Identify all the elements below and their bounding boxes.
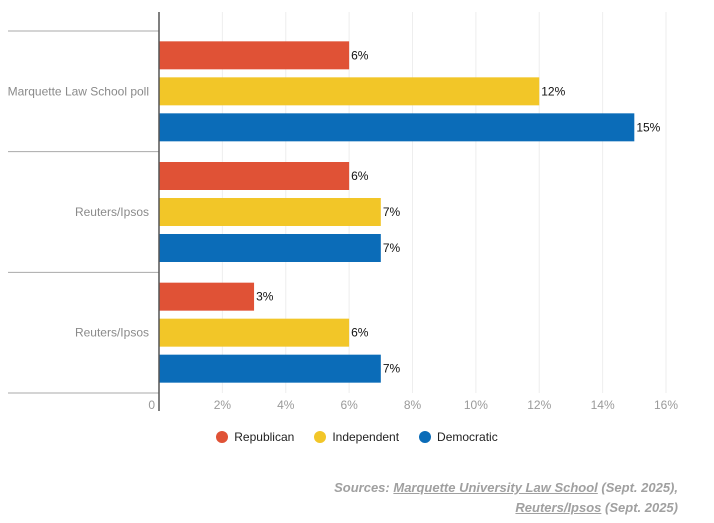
bar-republican (159, 41, 350, 70)
x-tick-label: 10% (464, 398, 488, 412)
x-tick-label: 0 (148, 398, 155, 412)
sources-text-1: (Sept. 2025), (597, 480, 678, 495)
x-tick-label: 8% (404, 398, 422, 412)
data-label: 15% (636, 120, 660, 134)
data-label: 12% (541, 84, 565, 98)
bar-republican (159, 282, 255, 311)
data-label: 6% (351, 326, 369, 340)
source-link-reuters-ipsos[interactable]: Reuters/Ipsos (515, 500, 602, 515)
x-tick-label: 16% (654, 398, 678, 412)
legend-item-republican[interactable]: Republican (216, 430, 294, 444)
data-label: 7% (383, 205, 401, 219)
bar-independent (159, 318, 350, 347)
legend-swatch-democratic (419, 431, 432, 443)
legend-swatch-independent (314, 431, 327, 443)
bar-republican (159, 162, 350, 190)
sources-text-2: (Sept. 2025) (601, 500, 678, 515)
legend-swatch-republican (216, 431, 229, 443)
data-label: 6% (351, 169, 369, 183)
bar-independent (159, 198, 381, 226)
data-label: 7% (383, 362, 401, 376)
legend-item-independent[interactable]: Independent (314, 430, 399, 444)
x-tick-label: 4% (277, 398, 295, 412)
bar-independent (159, 77, 540, 106)
data-label: 6% (351, 48, 369, 62)
bar-democratic (159, 234, 381, 262)
bar-chart: Marquette Law School poll 6% 12% 15% Reuters… (8, 12, 678, 412)
category-label: Reuters/Ipsos (75, 205, 149, 219)
sources-note: Sources: Marquette University Law School… (334, 478, 678, 518)
legend-label-republican: Republican (234, 430, 295, 444)
legend-label-independent: Independent (332, 430, 400, 444)
sources-prefix: Sources: (334, 480, 394, 495)
bar-democratic (159, 113, 635, 142)
x-tick-label: 6% (340, 398, 358, 412)
legend-label-democratic: Democratic (437, 430, 498, 444)
data-label: 3% (256, 290, 274, 304)
legend-item-democratic[interactable]: Democratic (419, 430, 498, 444)
category-label: Reuters/Ipsos (75, 326, 149, 340)
category-label: Marquette Law School poll (8, 84, 149, 98)
source-link-marquette[interactable]: Marquette University Law School (393, 480, 598, 495)
sources-line-1: Sources: Marquette University Law School… (334, 478, 678, 498)
x-tick-label: 12% (527, 398, 551, 412)
x-tick-label: 14% (591, 398, 615, 412)
bar-democratic (159, 354, 381, 383)
data-label: 7% (383, 241, 401, 255)
sources-line-2: Reuters/Ipsos (Sept. 2025) (334, 498, 678, 518)
legend: Republican Independent Democratic (0, 430, 714, 444)
x-tick-label: 2% (214, 398, 232, 412)
